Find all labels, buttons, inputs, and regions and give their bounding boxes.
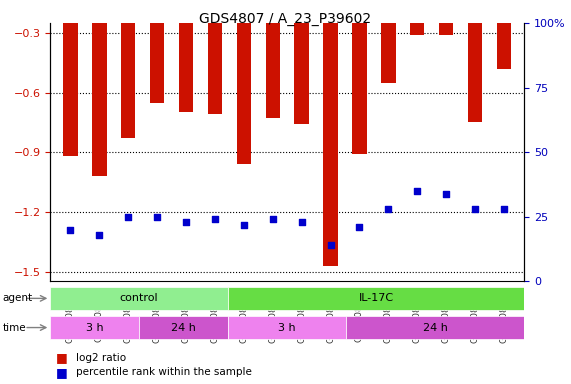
Point: [441, 190, 451, 197]
Bar: [352, 0, 367, 154]
Point: [66, 227, 75, 233]
FancyBboxPatch shape: [228, 316, 347, 339]
Text: 24 h: 24 h: [423, 323, 448, 333]
Bar: [381, 0, 396, 83]
Bar: [295, 0, 309, 124]
Text: ■: ■: [56, 366, 68, 379]
Bar: [266, 0, 280, 118]
Text: 24 h: 24 h: [171, 323, 196, 333]
FancyBboxPatch shape: [139, 316, 228, 339]
Bar: [236, 0, 251, 164]
Point: [384, 206, 393, 212]
FancyBboxPatch shape: [50, 316, 139, 339]
Point: [355, 224, 364, 230]
Point: [152, 214, 162, 220]
Point: [268, 216, 278, 222]
Point: [326, 242, 335, 248]
Point: [297, 219, 306, 225]
Text: IL-17C: IL-17C: [359, 293, 393, 303]
Bar: [410, 0, 424, 35]
Bar: [92, 0, 107, 176]
Point: [471, 206, 480, 212]
Bar: [323, 0, 338, 266]
Point: [182, 219, 191, 225]
Point: [500, 206, 509, 212]
Text: agent: agent: [2, 293, 33, 303]
Point: [239, 222, 248, 228]
Text: 3 h: 3 h: [279, 323, 296, 333]
Bar: [468, 0, 482, 122]
FancyBboxPatch shape: [228, 286, 524, 310]
Bar: [63, 0, 78, 156]
Bar: [179, 0, 194, 113]
Point: [95, 232, 104, 238]
FancyBboxPatch shape: [347, 316, 524, 339]
FancyBboxPatch shape: [50, 286, 228, 310]
Text: percentile rank within the sample: percentile rank within the sample: [76, 367, 252, 377]
Text: 3 h: 3 h: [86, 323, 103, 333]
Text: GDS4807 / A_23_P39602: GDS4807 / A_23_P39602: [199, 12, 372, 26]
Text: time: time: [2, 323, 26, 333]
Bar: [121, 0, 135, 138]
Bar: [150, 0, 164, 103]
Bar: [439, 0, 453, 35]
Text: log2 ratio: log2 ratio: [76, 353, 126, 363]
Text: ■: ■: [56, 351, 68, 364]
Text: control: control: [120, 293, 158, 303]
Bar: [497, 0, 511, 69]
Point: [413, 188, 422, 194]
Bar: [208, 0, 222, 114]
Point: [124, 214, 133, 220]
Point: [210, 216, 219, 222]
